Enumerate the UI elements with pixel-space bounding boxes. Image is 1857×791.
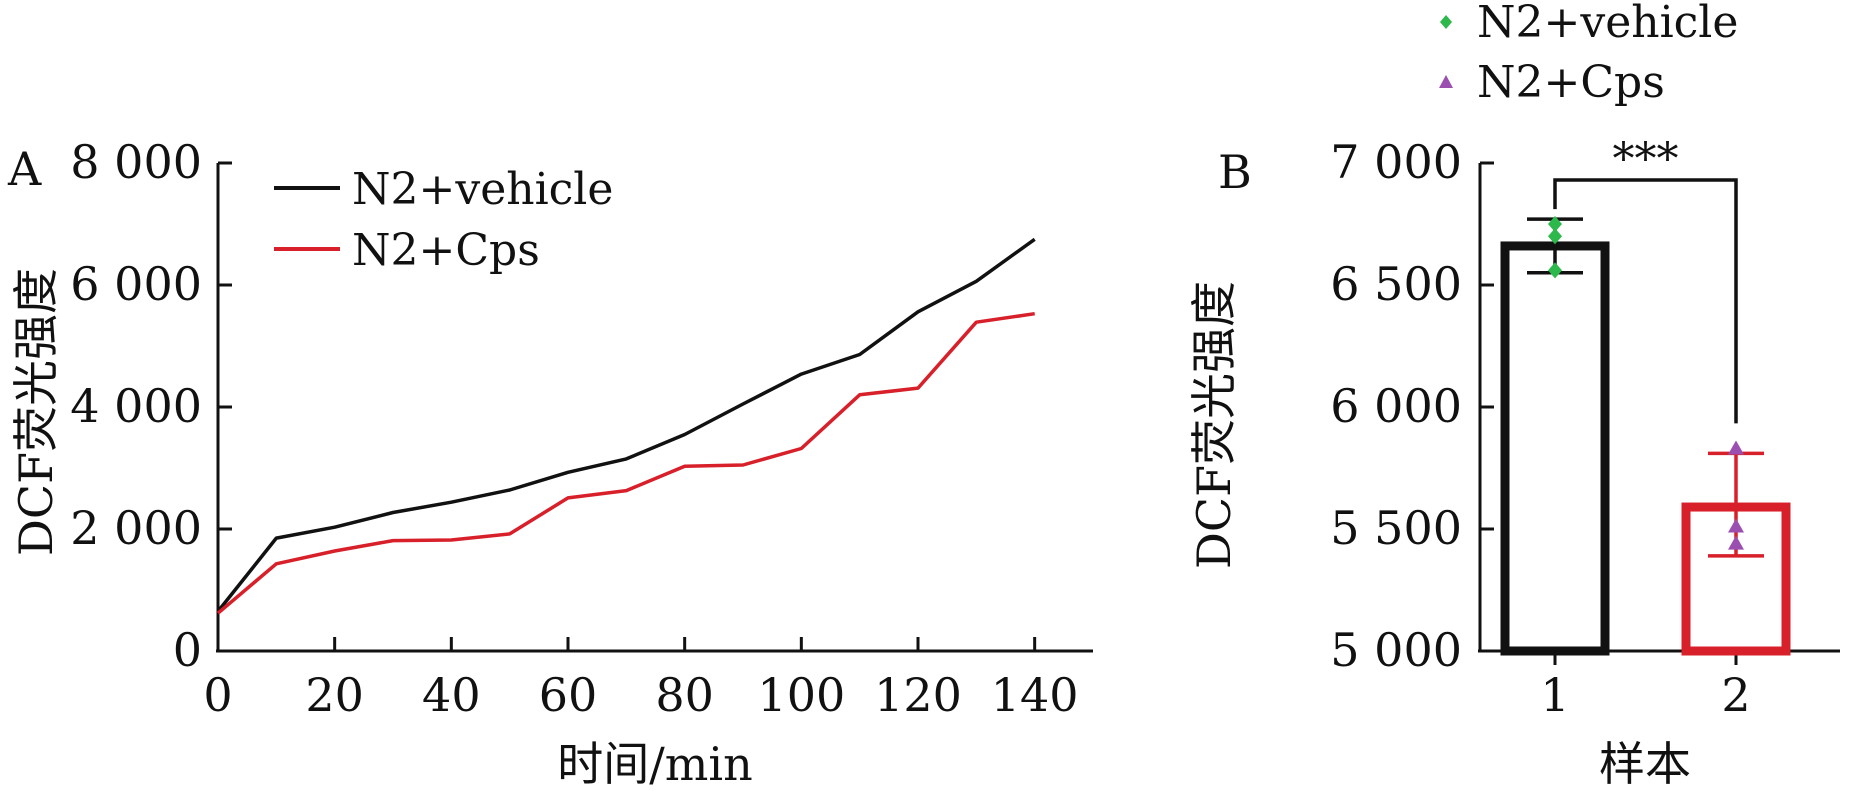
series-line-2 bbox=[216, 311, 1035, 615]
legend-label-2: N2+Cps bbox=[352, 225, 540, 276]
bar-chart-panel: B DCF荧光强度 样本 5 000 5 500 6 000 6 500 7 000 1… bbox=[1187, 0, 1840, 791]
legend-label-1: N2+vehicle bbox=[352, 164, 613, 215]
x-tick-label: 60 bbox=[539, 668, 598, 722]
significance-label: *** bbox=[1613, 134, 1679, 185]
legend-marker-1 bbox=[1440, 15, 1452, 29]
data-lines bbox=[216, 237, 1036, 615]
data-point bbox=[1728, 440, 1744, 455]
x-tick-label: 20 bbox=[305, 668, 364, 722]
legend-label-2: N2+Cps bbox=[1477, 57, 1665, 108]
y-tick-label: 5 000 bbox=[1330, 623, 1462, 677]
bars bbox=[1500, 216, 1791, 656]
x-tick-label: 100 bbox=[757, 668, 845, 722]
y-ticks: 5 000 5 500 6 000 6 500 7 000 bbox=[1330, 135, 1494, 677]
panel-label-b: B bbox=[1218, 145, 1252, 199]
panel-label-a: A bbox=[7, 142, 42, 196]
y-tick-label: 6 500 bbox=[1330, 257, 1462, 311]
series-line-1 bbox=[216, 237, 1036, 613]
y-axis-label: DCF荧光强度 bbox=[9, 268, 63, 556]
y-axis-label: DCF荧光强度 bbox=[1187, 281, 1241, 569]
y-tick-label: 7 000 bbox=[1330, 135, 1462, 189]
y-tick-label: 0 bbox=[173, 623, 202, 677]
x-tick-label: 40 bbox=[422, 668, 481, 722]
legend-label-1: N2+vehicle bbox=[1477, 0, 1738, 48]
x-tick-label: 2 bbox=[1721, 668, 1750, 722]
x-tick-label: 0 bbox=[203, 668, 232, 722]
y-tick-label: 8 000 bbox=[70, 135, 202, 189]
y-tick-label: 2 000 bbox=[70, 501, 202, 555]
x-tick-label: 80 bbox=[655, 668, 714, 722]
data-point bbox=[1548, 228, 1562, 245]
legend: N2+vehicle N2+Cps bbox=[274, 164, 613, 276]
x-axis-label: 样本 bbox=[1599, 737, 1691, 791]
x-tick-label: 140 bbox=[991, 668, 1079, 722]
y-tick-label: 4 000 bbox=[70, 379, 202, 433]
data-point bbox=[1728, 518, 1744, 533]
y-tick-label: 5 500 bbox=[1330, 501, 1462, 555]
x-ticks: 0 20 40 60 80 100 120 140 bbox=[203, 637, 1079, 722]
bar-1 bbox=[1500, 241, 1610, 656]
y-tick-label: 6 000 bbox=[1330, 379, 1462, 433]
data-point bbox=[1728, 535, 1744, 550]
legend-marker-2 bbox=[1439, 75, 1453, 88]
significance-bracket: *** bbox=[1553, 134, 1738, 424]
line-chart-panel: A DCF荧光强度 时间/min 0 2 000 4 000 6 000 8 000 0… bbox=[7, 135, 1093, 791]
x-axis-label: 时间/min bbox=[557, 737, 752, 791]
legend: N2+vehicle N2+Cps bbox=[1439, 0, 1738, 108]
x-tick-label: 120 bbox=[874, 668, 962, 722]
data-point bbox=[1548, 216, 1562, 232]
bracket-line bbox=[1553, 178, 1738, 424]
y-ticks: 0 2 000 4 000 6 000 8 000 bbox=[70, 135, 232, 677]
x-tick-label: 1 bbox=[1540, 668, 1569, 722]
y-tick-label: 6 000 bbox=[70, 257, 202, 311]
data-point bbox=[1548, 262, 1562, 279]
